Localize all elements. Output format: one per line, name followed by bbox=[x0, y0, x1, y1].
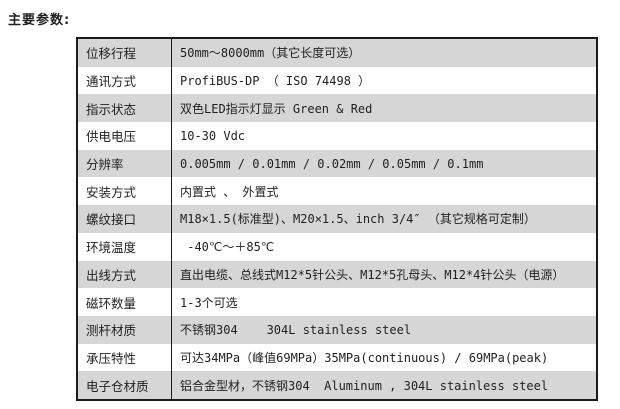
row-value: 内置式 、 外置式 bbox=[180, 184, 279, 199]
spec-table: 位移行程 50mm～8000mm（其它长度可选） 通讯方式 ProfiBUS-D… bbox=[76, 37, 598, 401]
row-value: -40℃～＋85℃ bbox=[180, 240, 275, 255]
row-label: 出线方式 bbox=[78, 260, 172, 289]
row-label: 供电电压 bbox=[78, 122, 172, 150]
row-label: 电子仓材质 bbox=[78, 371, 172, 399]
table-row: 螺纹接口 M18×1.5(标准型)、M20×1.5、inch 3/4″ （其它规… bbox=[78, 205, 596, 233]
table-row: 指示状态 双色LED指示灯显示 Green & Red bbox=[78, 94, 596, 123]
row-value: 直出电缆、总线式M12*5针公头、M12*5孔母头、M12*4针公头（电源） bbox=[180, 267, 565, 282]
row-value: 10-30 Vdc bbox=[180, 128, 246, 143]
table-row: 测杆材质 不锈钢304 304L stainless steel bbox=[78, 315, 596, 344]
row-label: 磁环数量 bbox=[78, 288, 172, 316]
table-row: 位移行程 50mm～8000mm（其它长度可选） bbox=[78, 39, 596, 67]
row-value: 可达34MPa（峰值69MPa）35MPa(continuous) / 69MP… bbox=[180, 350, 549, 365]
row-label: 安装方式 bbox=[78, 177, 172, 206]
row-value: 0.005mm / 0.01mm / 0.02mm / 0.05mm / 0.1… bbox=[180, 156, 484, 171]
row-value: 1-3个可选 bbox=[180, 295, 238, 310]
row-label: 指示状态 bbox=[78, 94, 172, 123]
table-row: 安装方式 内置式 、 外置式 bbox=[78, 177, 596, 206]
row-label: 分辨率 bbox=[78, 149, 172, 178]
row-label: 位移行程 bbox=[78, 39, 172, 67]
table-row: 电子仓材质 铝合金型材，不锈钢304 Aluminum , 304L stain… bbox=[78, 371, 596, 399]
row-label: 螺纹接口 bbox=[78, 205, 172, 233]
table-row: 分辨率 0.005mm / 0.01mm / 0.02mm / 0.05mm /… bbox=[78, 149, 596, 178]
row-value: 不锈钢304 304L stainless steel bbox=[180, 323, 412, 338]
table-row: 出线方式 直出电缆、总线式M12*5针公头、M12*5孔母头、M12*4针公头（… bbox=[78, 260, 596, 289]
row-label: 测杆材质 bbox=[78, 315, 172, 344]
table-row: 供电电压 10-30 Vdc bbox=[78, 122, 596, 150]
row-label: 环境温度 bbox=[78, 232, 172, 261]
table-row: 环境温度 -40℃～＋85℃ bbox=[78, 232, 596, 261]
row-label: 通讯方式 bbox=[78, 66, 172, 95]
row-label: 承压特性 bbox=[78, 343, 172, 372]
row-value: 双色LED指示灯显示 Green & Red bbox=[180, 101, 373, 116]
page-title: 主要参数: bbox=[8, 13, 71, 28]
row-value: 50mm～8000mm（其它长度可选） bbox=[180, 46, 361, 61]
row-value: ProfiBUS-DP （ ISO 74498 ） bbox=[180, 74, 371, 89]
row-value: 铝合金型材，不锈钢304 Aluminum , 304L stainless s… bbox=[180, 378, 549, 393]
table-row: 通讯方式 ProfiBUS-DP （ ISO 74498 ） bbox=[78, 66, 596, 95]
row-value: M18×1.5(标准型)、M20×1.5、inch 3/4″ （其它规格可定制） bbox=[180, 212, 536, 227]
table-row: 磁环数量 1-3个可选 bbox=[78, 288, 596, 316]
table-row: 承压特性 可达34MPa（峰值69MPa）35MPa(continuous) /… bbox=[78, 343, 596, 372]
